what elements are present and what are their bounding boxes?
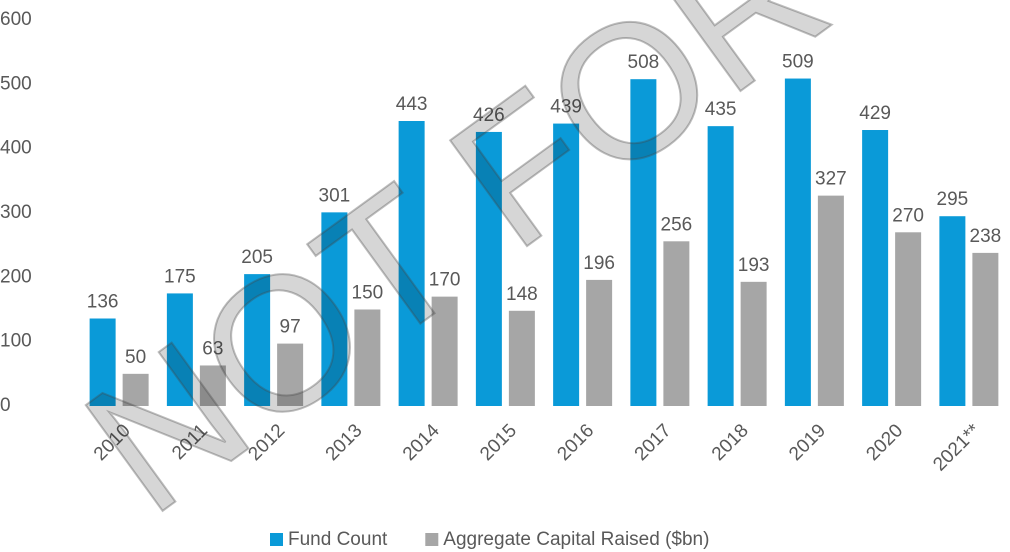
- bar: [817, 195, 844, 406]
- data-label: 63: [202, 338, 223, 359]
- bar: [321, 212, 348, 406]
- bar: [398, 121, 425, 407]
- bar: [508, 310, 535, 406]
- x-tick-label: 2019: [785, 420, 830, 465]
- bar: [166, 293, 193, 406]
- data-label: 256: [661, 214, 693, 235]
- bar: [122, 373, 149, 406]
- data-label: 295: [937, 189, 969, 210]
- data-label: 205: [241, 247, 273, 268]
- bar: [939, 216, 966, 406]
- data-label: 435: [705, 99, 737, 120]
- data-label: 439: [550, 97, 582, 118]
- y-tick-label: 600: [0, 9, 32, 30]
- y-tick-label: 300: [0, 202, 32, 223]
- bar: [895, 232, 922, 406]
- bar: [199, 365, 226, 406]
- bar: [244, 274, 271, 406]
- bar: [586, 279, 613, 406]
- y-tick-label: 0: [0, 395, 11, 416]
- data-label: 429: [859, 103, 891, 124]
- bar: [89, 318, 116, 406]
- y-tick-label: 100: [0, 331, 32, 352]
- bar: [740, 281, 767, 406]
- bar: [475, 131, 502, 406]
- data-label: 327: [815, 169, 847, 190]
- data-label: 148: [506, 284, 538, 305]
- x-tick-label: 2014: [399, 420, 444, 465]
- bar: [707, 126, 734, 407]
- data-label: 301: [319, 185, 351, 206]
- x-tick-label: 2017: [631, 420, 676, 465]
- data-label: 150: [352, 283, 384, 304]
- bar: [354, 309, 381, 406]
- x-tick-label: 2018: [708, 420, 753, 465]
- data-label: 50: [125, 347, 146, 368]
- data-label: 196: [583, 253, 615, 274]
- x-tick-label: 2020: [862, 420, 907, 465]
- x-tick-label: 2021**: [929, 420, 985, 476]
- data-label: 136: [87, 292, 119, 313]
- data-label: 443: [396, 94, 428, 115]
- bar: [862, 130, 889, 406]
- data-label: 170: [429, 270, 461, 291]
- data-label: 238: [970, 226, 1002, 247]
- y-tick-label: 500: [0, 73, 32, 94]
- bar: [972, 252, 999, 406]
- legend-swatch: [425, 533, 439, 546]
- y-tick-label: 200: [0, 266, 32, 287]
- data-label: 508: [628, 52, 660, 73]
- data-label: 175: [164, 266, 196, 287]
- data-label: 193: [738, 255, 770, 276]
- bar: [630, 79, 657, 406]
- data-label: 97: [280, 317, 301, 338]
- bar: [553, 123, 580, 407]
- data-label: 509: [782, 52, 814, 73]
- legend-label: Aggregate Capital Raised ($bn): [443, 529, 709, 550]
- y-tick-label: 400: [0, 138, 32, 159]
- legend-swatch: [270, 533, 283, 546]
- data-label: 426: [473, 105, 505, 126]
- x-tick-label: 2015: [476, 420, 521, 465]
- bar: [431, 296, 458, 406]
- bar: [784, 78, 811, 406]
- bar: [277, 343, 304, 406]
- x-tick-label: 2016: [553, 420, 598, 465]
- legend-label: Fund Count: [288, 529, 388, 550]
- data-label: 270: [892, 205, 924, 226]
- bar: [663, 241, 690, 406]
